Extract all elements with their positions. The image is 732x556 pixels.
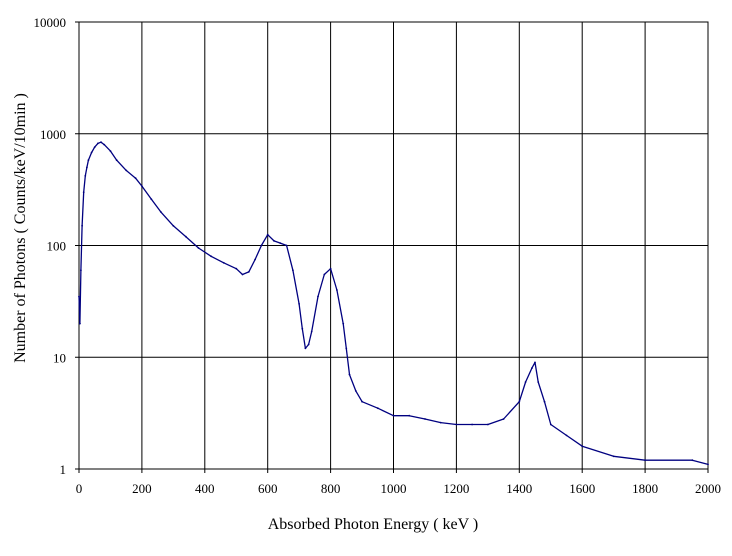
data-point [307,343,310,346]
data-point [292,269,294,272]
data-point [471,423,473,426]
x-tick-label: 2000 [695,481,721,496]
data-point [612,455,615,458]
data-point [279,242,282,245]
data-point [348,373,351,376]
data-point [285,244,288,247]
y-tick-label: 1 [60,462,67,477]
data-point [79,322,81,325]
data-point [235,267,238,270]
x-tick-label: 400 [195,481,215,496]
data-point [487,423,489,426]
data-point [531,367,533,369]
data-point [424,418,426,420]
data-point [210,255,213,258]
data-point [222,261,225,264]
x-tick-label: 200 [132,481,152,496]
x-tick-label: 0 [76,481,83,496]
data-point [310,330,313,333]
data-point [304,347,307,350]
data-point [197,247,200,249]
data-point [543,400,546,403]
data-point [84,175,87,177]
data-point [82,191,85,194]
data-point [323,273,326,276]
data-point [260,244,263,247]
x-tick-label: 1400 [506,481,532,496]
data-point [376,407,379,410]
data-point [317,295,319,298]
data-point [150,198,153,201]
data-point [581,445,584,448]
data-point [247,271,250,273]
data-point [691,459,694,462]
data-point [392,414,395,417]
data-point [336,289,338,291]
data-point [549,423,552,426]
data-point [329,267,332,270]
data-point [518,400,521,403]
x-axis-title: Absorbed Photon Energy ( keV ) [268,516,479,533]
data-point [298,303,300,305]
data-point [502,418,505,420]
data-point [241,273,244,276]
x-tick-label: 1600 [569,481,595,496]
data-point [87,159,90,162]
y-tick-labels: 1 10 100 1000 10000 [34,15,67,477]
data-point [172,224,175,227]
x-tick-labels: 0 200 400 600 800 1000 1200 1400 1600 1800 2000 [76,481,721,496]
data-point [455,423,458,426]
data-point [534,361,536,364]
data-point [97,142,99,145]
x-tick-label: 800 [321,481,341,496]
data-point [254,258,256,261]
y-axis-title: Number of Photons ( Counts/keV/10min ) [12,93,29,363]
data-point [81,224,83,227]
data-point [109,150,112,153]
grid [75,21,709,473]
data-point [707,463,709,466]
x-tick-label: 1200 [443,481,469,496]
data-point [345,347,348,350]
data-point [86,166,88,169]
data-point [354,390,357,392]
data-point [408,414,411,417]
data-point [103,143,106,146]
data-point [78,295,80,298]
y-tick-label: 1000 [40,127,66,142]
data-point [301,327,304,330]
data-point [644,459,646,462]
y-tick-label: 10 [53,350,66,365]
data-point [80,269,82,272]
data-point [115,159,118,162]
x-tick-label: 600 [258,481,278,496]
data-point [273,240,275,242]
data-point [342,322,345,325]
y-tick-label: 10000 [34,15,67,30]
data-point [93,146,96,149]
data-point [361,400,363,403]
x-tick-label: 1800 [632,481,658,496]
data-point [159,211,162,213]
data-point [134,177,137,180]
data-point [90,151,93,154]
data-point [141,185,143,188]
data-point [524,381,527,383]
data-point [185,235,187,238]
y-tick-label: 100 [47,239,67,254]
data-point [125,169,128,172]
data-point [439,421,442,424]
series-layer [78,141,709,466]
data-point [100,141,102,144]
data-point [537,381,540,383]
data-point [266,233,269,236]
x-tick-label: 1000 [381,481,407,496]
data-point [565,434,568,437]
